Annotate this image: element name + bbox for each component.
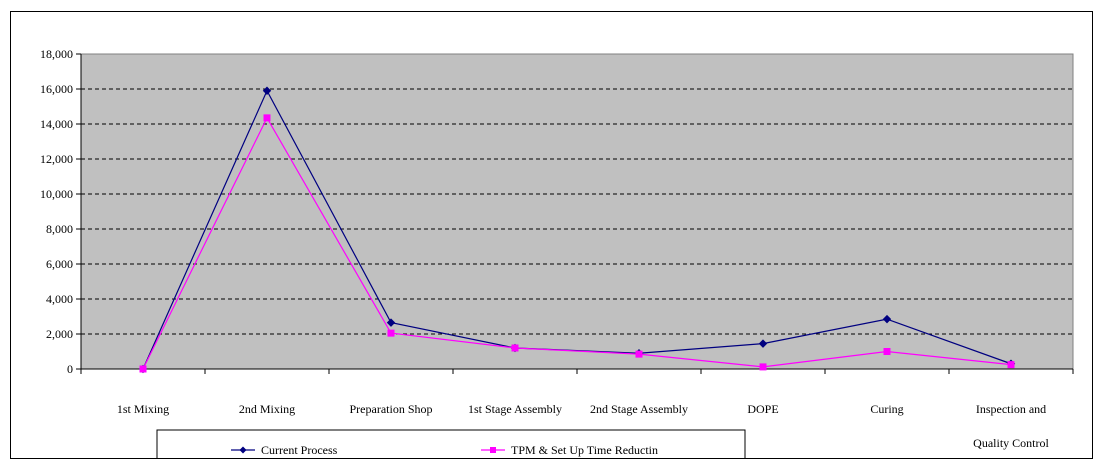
series-layer bbox=[138, 86, 1016, 374]
y-tick-label: 8,000 bbox=[46, 222, 73, 236]
legend-marker bbox=[239, 446, 247, 454]
data-point bbox=[882, 314, 892, 324]
y-tick-label: 0 bbox=[67, 362, 73, 376]
x-tick-label: 1st Stage Assembly bbox=[468, 402, 562, 416]
x-tick-label: 2nd Mixing bbox=[239, 402, 295, 416]
data-point bbox=[262, 86, 272, 95]
x-tick-label: Preparation Shop bbox=[350, 402, 433, 416]
y-tick-label: 2,000 bbox=[46, 327, 73, 341]
data-point bbox=[759, 363, 767, 371]
chart-frame: 0 2,000 4,000 6,000 8,000 10,000 12,000 14,000 1… bbox=[10, 11, 1093, 463]
data-point bbox=[387, 329, 395, 337]
x-tick-label: Inspection and bbox=[976, 402, 1046, 416]
data-point bbox=[635, 350, 643, 358]
legend: Current Process TPM & Set Up Time Reducti… bbox=[156, 429, 746, 463]
data-point bbox=[883, 348, 891, 355]
series-line bbox=[142, 116, 1012, 370]
legend-marker bbox=[490, 447, 496, 453]
data-point bbox=[386, 318, 396, 327]
y-tick-label: 16,000 bbox=[40, 82, 73, 96]
data-point bbox=[758, 339, 768, 348]
data-point bbox=[511, 344, 519, 352]
y-tick-label: 14,000 bbox=[40, 117, 73, 131]
y-tick-label: 18,000 bbox=[40, 47, 73, 61]
series-2 bbox=[139, 114, 1015, 373]
axes: 0 2,000 4,000 6,000 8,000 10,000 12,000 14,000 1… bbox=[40, 47, 1074, 450]
plot-area bbox=[80, 53, 1074, 370]
y-tick-label: 6,000 bbox=[46, 257, 73, 271]
y-tick-label: 4,000 bbox=[46, 292, 73, 306]
y-tick-label: 12,000 bbox=[40, 152, 73, 166]
x-tick-label: Curing bbox=[870, 402, 903, 416]
x-tick-label: 1st Mixing bbox=[117, 402, 169, 416]
legend-label: TPM & Set Up Time Reductin bbox=[511, 443, 658, 457]
data-point bbox=[263, 114, 271, 122]
legend-label: Current Process bbox=[261, 443, 338, 457]
data-point bbox=[1007, 361, 1015, 369]
line-chart: 0 2,000 4,000 6,000 8,000 10,000 12,000 14,000 1… bbox=[40, 47, 1074, 463]
x-tick-label: DOPE bbox=[747, 402, 778, 416]
y-tick-label: 10,000 bbox=[40, 187, 73, 201]
x-tick-label: 2nd Stage Assembly bbox=[590, 402, 688, 416]
gridlines bbox=[81, 88, 1073, 335]
x-tick-label: Quality Control bbox=[973, 436, 1049, 450]
data-point bbox=[139, 365, 147, 373]
